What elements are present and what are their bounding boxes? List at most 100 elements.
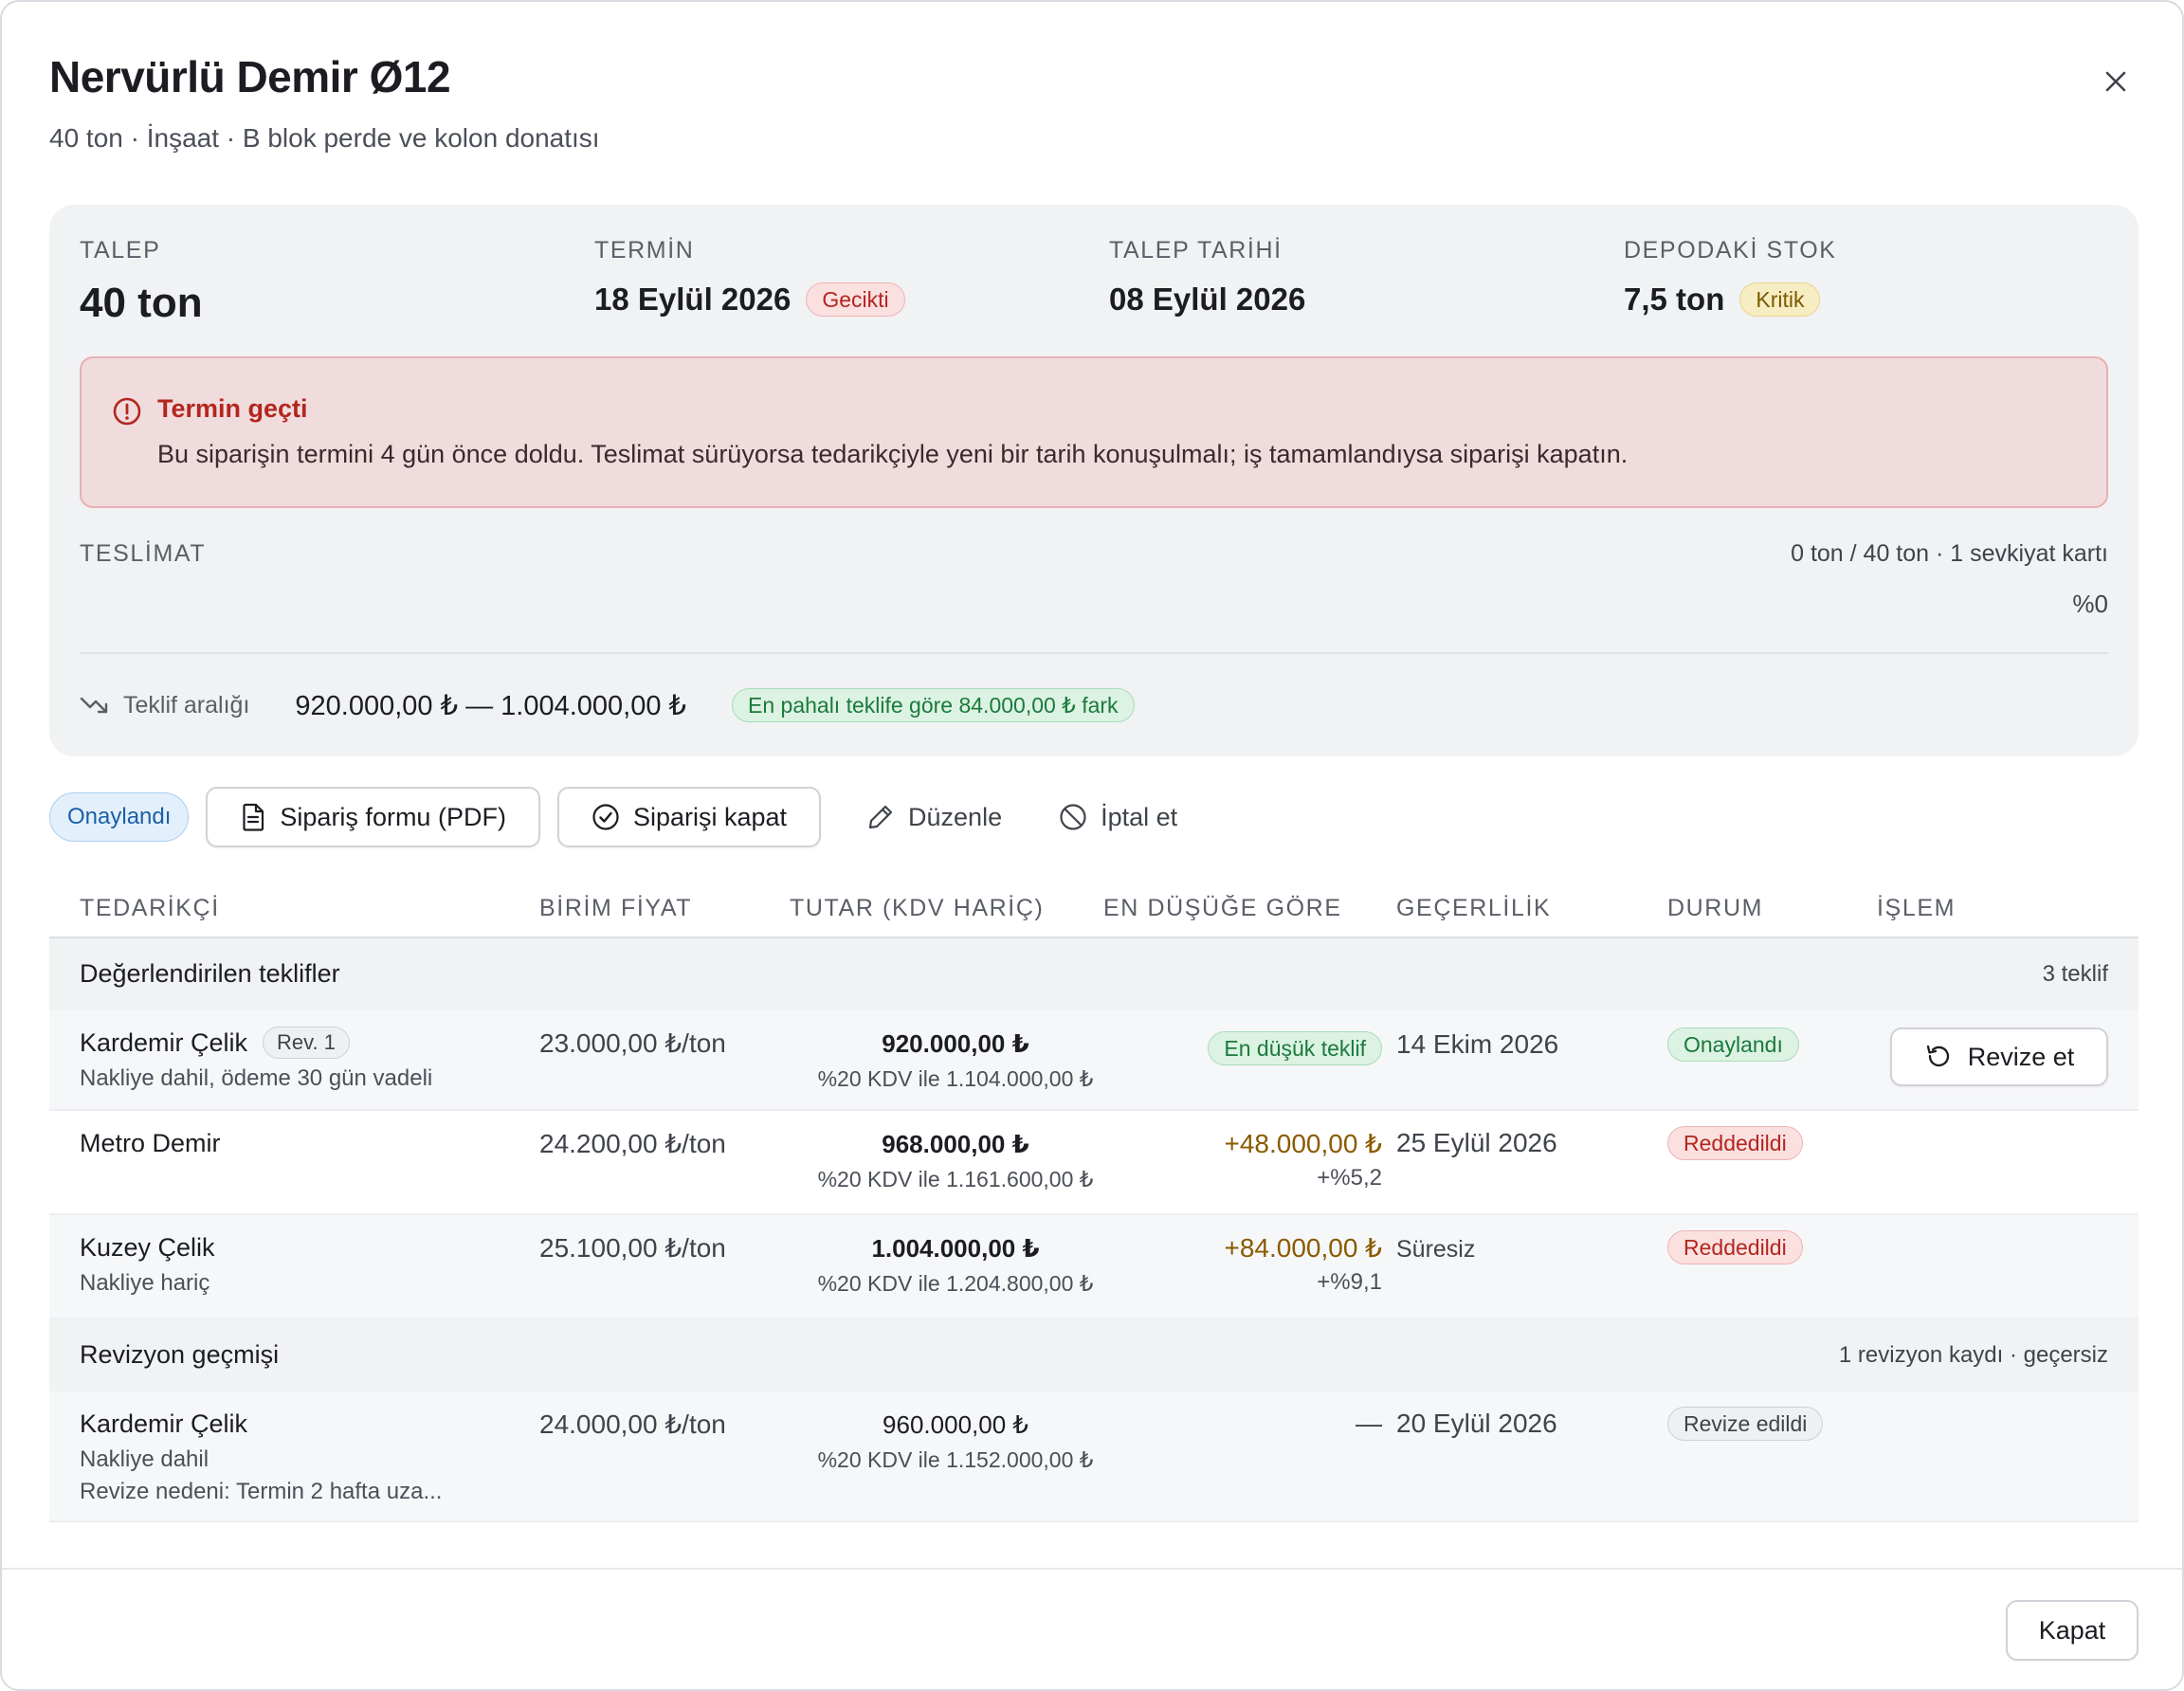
close-order-button[interactable]: Siparişi kapat [556, 787, 822, 847]
diff-cell: En düşük teklif [1103, 1031, 1382, 1065]
supplier-note: Nakliye dahil, ödeme 30 gün vadeli [80, 1065, 433, 1091]
revision-badge: Rev. 1 [263, 1027, 350, 1059]
close-modal-button[interactable] [2093, 59, 2138, 104]
deadline-date: 18 Eylül 2026 [594, 282, 792, 317]
stat-request-date-label: TALEP TARİHİ [1109, 237, 1283, 264]
diff-percent: +%9,1 [1317, 1269, 1382, 1295]
action-bar: Onaylandı Sipariş formu (PDF) Siparişi k… [49, 787, 1206, 847]
group-evaluated-offers: Değerlendirilen teklifler 3 teklif [49, 938, 2138, 1010]
diff-cell: +84.000,00 ₺ +%9,1 [1103, 1232, 1382, 1296]
cancel-order-label: İptal et [1101, 802, 1178, 831]
stat-deadline-value: 18 Eylül 2026 Gecikti [594, 282, 905, 318]
group-count: 3 teklif [2042, 961, 2108, 987]
delivery-label: TESLİMAT [80, 540, 207, 567]
order-form-pdf-label: Sipariş formu (PDF) [280, 802, 506, 831]
delivery-percent: %0 [2072, 590, 2108, 618]
status-cell: Revize edildi [1667, 1407, 1824, 1441]
stock-amount: 7,5 ton [1624, 282, 1725, 317]
column-header-validity: GEÇERLİLİK [1396, 895, 1552, 921]
stat-request-label: TALEP [80, 237, 161, 264]
diff-amount: +84.000,00 ₺ [1224, 1233, 1382, 1263]
diff-amount: +48.000,00 ₺ [1224, 1129, 1382, 1158]
diff-percent: +%5,2 [1317, 1165, 1382, 1191]
status-cell: Reddedildi [1667, 1230, 1803, 1264]
stat-deadline: TERMİN 18 Eylül 2026 Gecikti [594, 237, 905, 318]
revise-label: Revize et [1967, 1042, 2075, 1071]
divider [80, 652, 2108, 654]
supplier-name: Kuzey Çelik [80, 1232, 215, 1262]
column-header-unit-price: BİRİM FİYAT [539, 895, 693, 921]
stat-stock-label: DEPODAKİ STOK [1624, 237, 1837, 264]
status-badge: Onaylandı [1667, 1027, 1799, 1062]
file-text-icon [243, 803, 264, 831]
amount-cell: 920.000,00 ₺ %20 KDV ile 1.104.000,00 ₺ [771, 1029, 1140, 1092]
footer-divider [2, 1568, 2182, 1570]
status-cell: Reddedildi [1667, 1126, 1803, 1160]
amount-cell: 1.004.000,00 ₺ %20 KDV ile 1.204.800,00 … [771, 1234, 1140, 1297]
status-badge: Revize edildi [1667, 1407, 1824, 1441]
table-row: Kardemir Çelik Nakliye dahil Revize nede… [49, 1391, 2138, 1522]
edit-button[interactable]: Düzenle [838, 787, 1030, 847]
group-title: Değerlendirilen teklifler [80, 959, 340, 988]
revision-reason: Revize nedeni: Termin 2 hafta uza... [80, 1479, 443, 1504]
supplier-cell: Metro Demir [80, 1126, 221, 1160]
deadline-alert: Termin geçti Bu siparişin termini 4 gün … [80, 356, 2108, 508]
unit-price: 24.200,00 ₺/ton [539, 1129, 726, 1158]
status-badge: Reddedildi [1667, 1126, 1803, 1160]
lowest-offer-badge: En düşük teklif [1208, 1031, 1382, 1065]
group-count: 1 revizyon kaydı · geçersiz [1838, 1342, 2108, 1368]
revise-button[interactable]: Revize et [1890, 1027, 2108, 1086]
diff-empty: — [1356, 1409, 1382, 1438]
supplier-cell: Kuzey Çelik Nakliye hariç [80, 1230, 215, 1297]
offer-range-row: Teklif aralığı 920.000,00 ₺ — 1.004.000,… [80, 686, 1135, 724]
critical-badge: Kritik [1739, 282, 1821, 317]
alert-message: Bu siparişin termini 4 gün önce doldu. T… [157, 440, 1629, 468]
validity-date: Süresiz [1396, 1236, 1476, 1263]
page-subtitle: 40 ton · İnşaat · B blok perde ve kolon … [49, 123, 600, 153]
ban-icon [1060, 804, 1086, 830]
status-cell: Onaylandı [1667, 1027, 1799, 1062]
unit-price: 25.100,00 ₺/ton [539, 1233, 726, 1263]
supplier-note: Nakliye hariç [80, 1270, 210, 1296]
amount: 968.000,00 ₺ [882, 1130, 1029, 1158]
status-badge: Reddedildi [1667, 1230, 1803, 1264]
offers-table: TEDARİKÇİ BİRİM FİYAT TUTAR (KDV HARİÇ) … [49, 883, 2138, 1522]
close-order-label: Siparişi kapat [632, 802, 788, 831]
edit-label: Düzenle [908, 802, 1003, 831]
supplier-note: Nakliye dahil [80, 1446, 209, 1472]
amount-cell: 960.000,00 ₺ %20 KDV ile 1.152.000,00 ₺ [771, 1410, 1140, 1473]
request-amount: 40 ton [80, 280, 203, 326]
amount-with-vat: %20 KDV ile 1.161.600,00 ₺ [817, 1167, 1094, 1191]
stat-stock: DEPODAKİ STOK 7,5 ton Kritik [1624, 237, 1837, 318]
table-row: Kardemir Çelik Rev. 1 Nakliye dahil, öde… [49, 1010, 2138, 1111]
stat-request: TALEP 40 ton [80, 237, 203, 327]
supplier-cell: Kardemir Çelik Rev. 1 Nakliye dahil, öde… [80, 1026, 432, 1092]
cancel-order-button[interactable]: İptal et [1030, 787, 1206, 847]
overdue-badge: Gecikti [806, 282, 905, 317]
page-title: Nervürlü Demir Ø12 [49, 52, 451, 101]
table-row: Metro Demir 24.200,00 ₺/ton 968.000,00 ₺… [49, 1111, 2138, 1215]
supplier-name: Kardemir Çelik [80, 1409, 248, 1438]
amount-with-vat: %20 KDV ile 1.152.000,00 ₺ [817, 1447, 1094, 1472]
request-date: 08 Eylül 2026 [1109, 282, 1306, 317]
amount: 960.000,00 ₺ [883, 1410, 1028, 1439]
close-button[interactable]: Kapat [2006, 1600, 2138, 1661]
order-summary-card: TALEP 40 ton TERMİN 18 Eylül 2026 Gecikt… [49, 205, 2138, 756]
unit-price: 24.000,00 ₺/ton [539, 1409, 726, 1439]
order-status-badge: Onaylandı [49, 792, 190, 842]
alert-title: Termin geçti [157, 394, 308, 423]
table-row: Kuzey Çelik Nakliye hariç 25.100,00 ₺/to… [49, 1215, 2138, 1319]
amount: 920.000,00 ₺ [882, 1029, 1029, 1058]
close-button-label: Kapat [2038, 1615, 2106, 1645]
order-form-pdf-button[interactable]: Sipariş formu (PDF) [206, 787, 540, 847]
check-circle-icon [592, 804, 619, 830]
column-header-action: İŞLEM [1877, 895, 1956, 921]
supplier-cell: Kardemir Çelik Nakliye dahil Revize nede… [80, 1407, 442, 1505]
column-header-status: DURUM [1667, 895, 1764, 921]
close-icon [2105, 71, 2126, 92]
validity-date: 14 Ekim 2026 [1396, 1029, 1559, 1059]
amount: 1.004.000,00 ₺ [871, 1234, 1040, 1263]
rotate-ccw-icon [1926, 1045, 1949, 1067]
alert-circle-icon [113, 397, 141, 426]
